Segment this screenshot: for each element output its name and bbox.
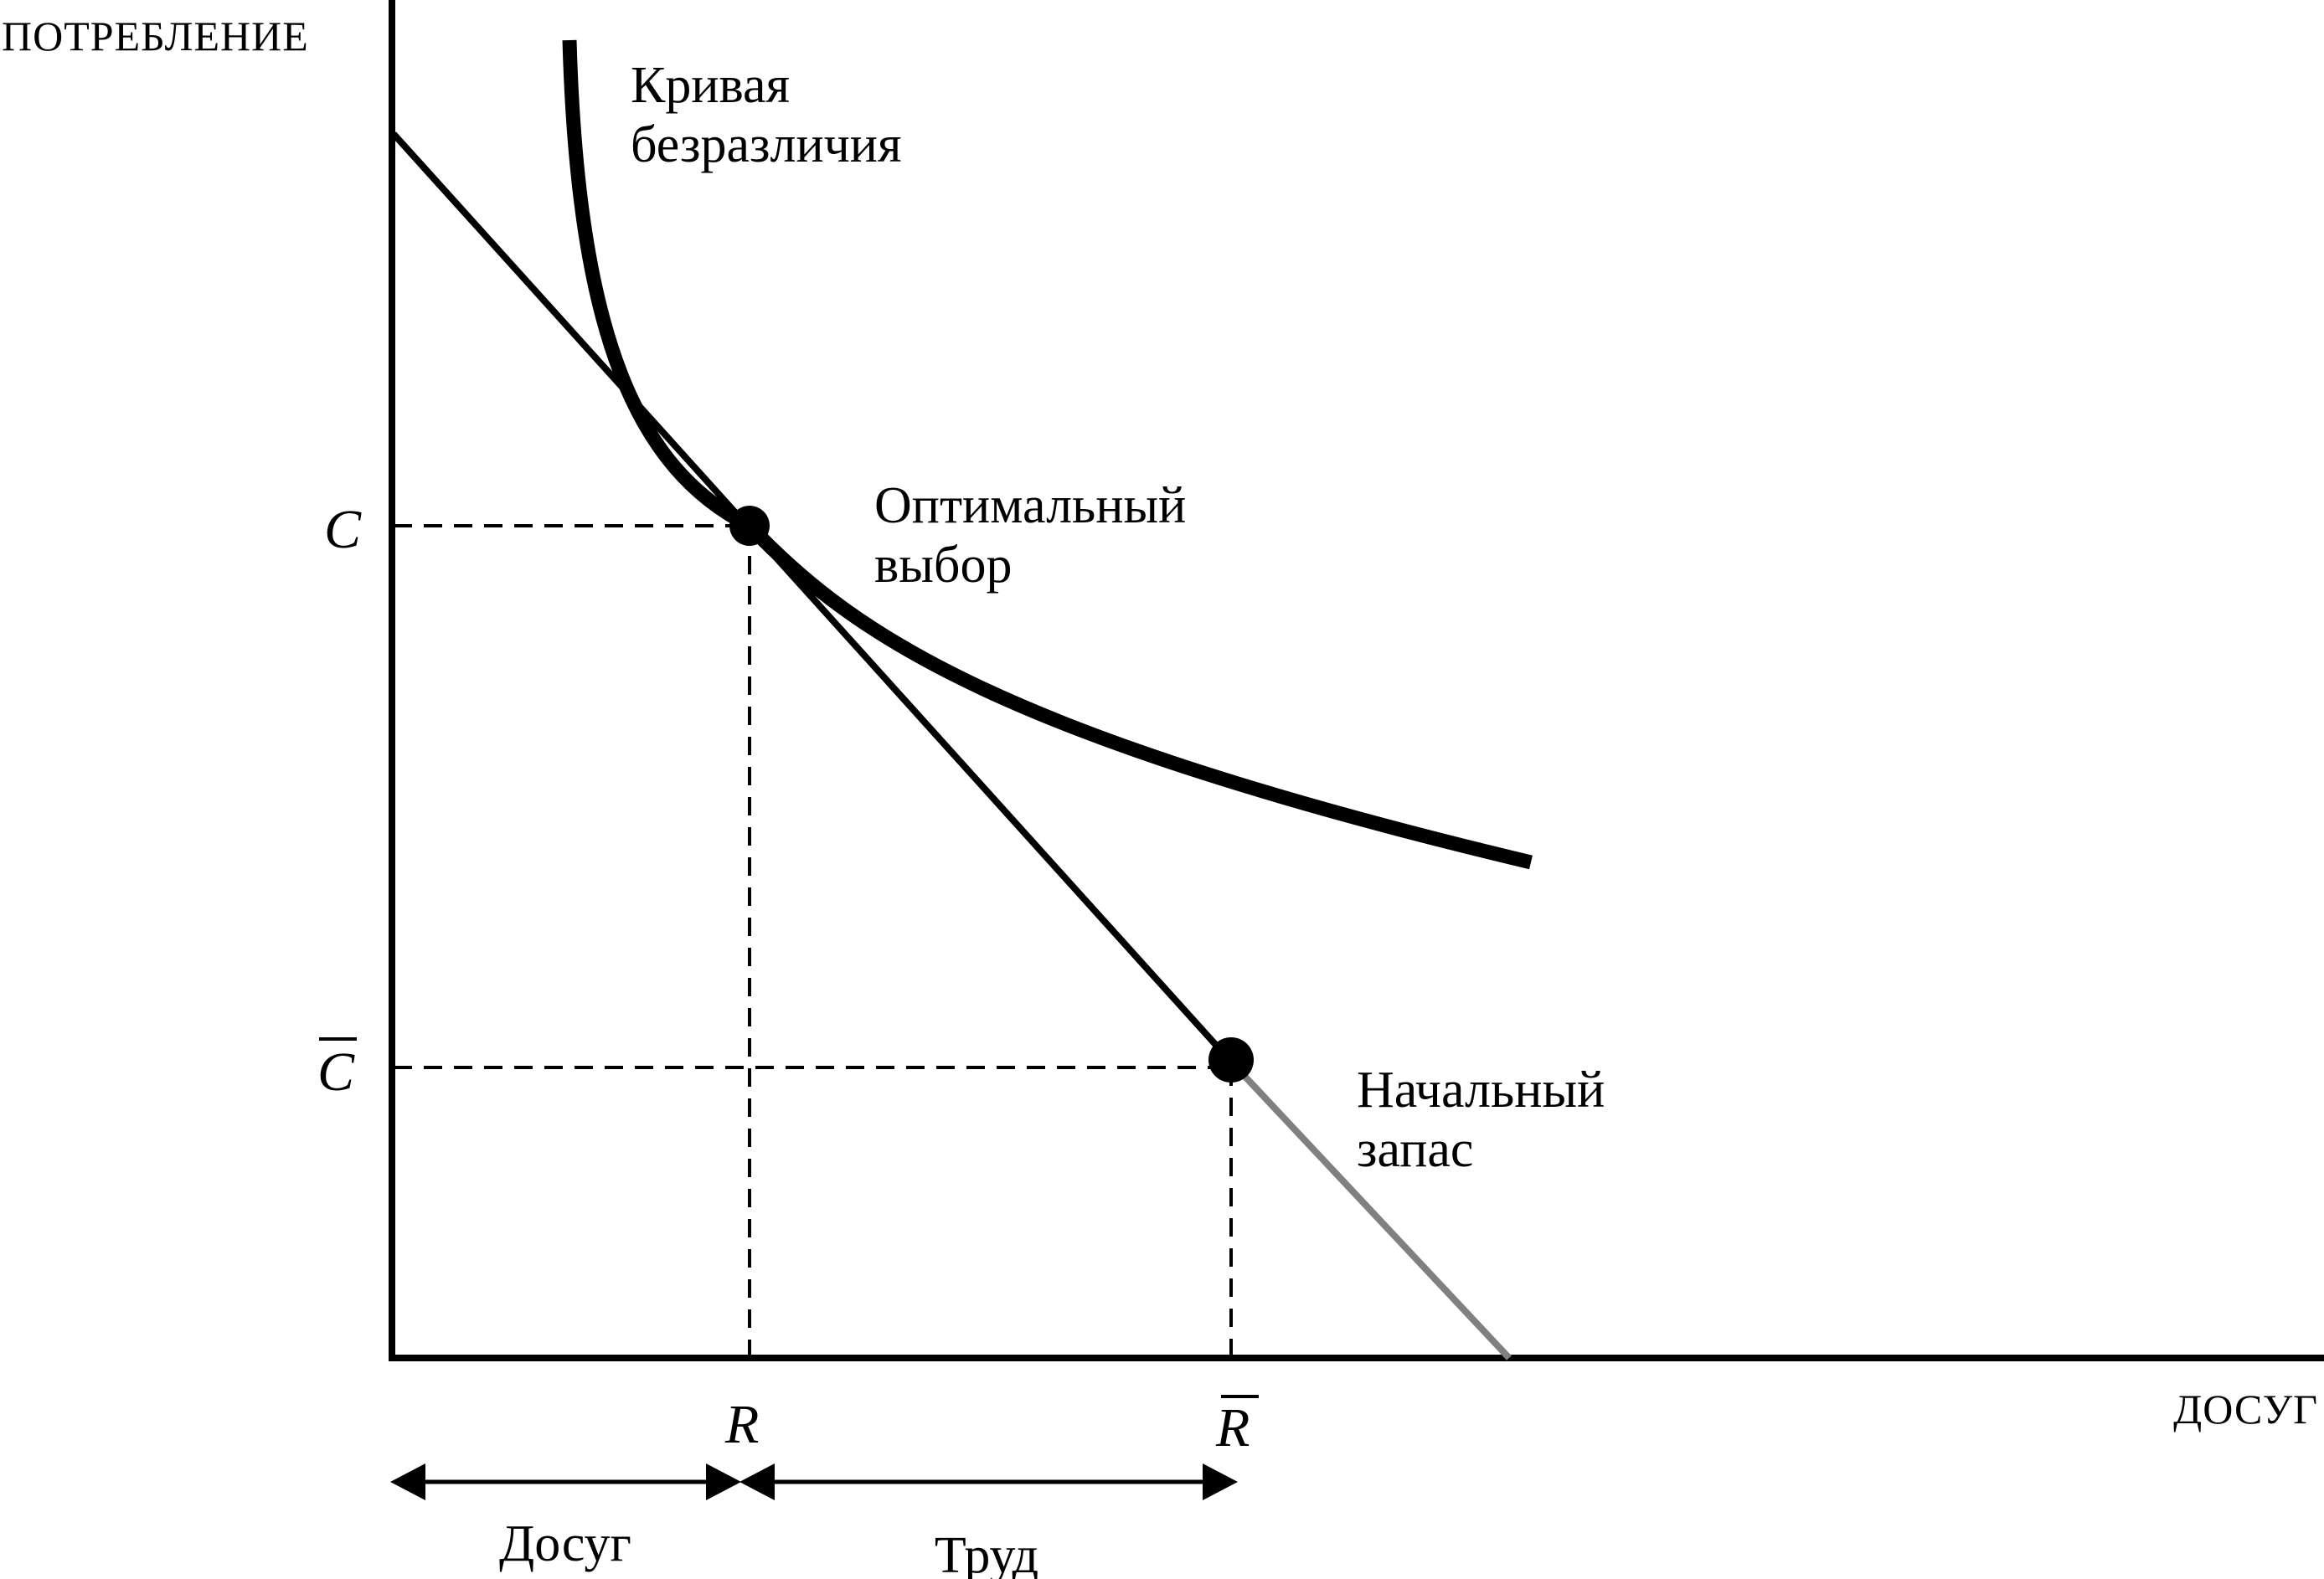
c-bar-label: C	[317, 1042, 355, 1103]
leisure-bracket-label: Досуг	[499, 1515, 631, 1572]
optimal-choice-label-line2: выбор	[874, 537, 1012, 594]
indifference-curve-label-line2: безразличия	[631, 116, 902, 173]
c-label: C	[324, 499, 362, 560]
labor-bracket	[739, 1463, 1238, 1500]
indifference-curve	[562, 39, 1533, 870]
optimal-choice-label-line1: Оптимальный	[874, 477, 1186, 534]
r-label: R	[724, 1394, 759, 1455]
endowment-point	[1208, 1037, 1254, 1083]
indifference-curve-label-line1: Кривая	[631, 57, 790, 114]
r-bar-label-group: R	[1215, 1395, 1259, 1458]
labor-arrow-right-head	[1203, 1463, 1238, 1500]
labor-bracket-label: Труд	[935, 1527, 1038, 1579]
budget-line-extension	[1227, 1057, 1512, 1360]
r-bar-label: R	[1215, 1397, 1250, 1458]
leisure-arrow-left-head	[390, 1463, 425, 1500]
y-axis-title: ПОТРЕБЛЕНИЕ	[2, 13, 309, 59]
x-axis-title: ДОСУГ	[2173, 1386, 2318, 1432]
labor-arrow-left-head	[739, 1463, 775, 1500]
leisure-arrow-right-head	[706, 1463, 741, 1500]
optimal-choice-point	[729, 506, 770, 546]
endowment-label-line2: запас	[1357, 1121, 1473, 1178]
leisure-bracket	[390, 1463, 741, 1500]
guide-lines	[394, 524, 1233, 1358]
c-bar-label-group: C	[317, 1037, 357, 1103]
budget-line	[391, 131, 1232, 1062]
endowment-label-line1: Начальный	[1357, 1062, 1605, 1119]
